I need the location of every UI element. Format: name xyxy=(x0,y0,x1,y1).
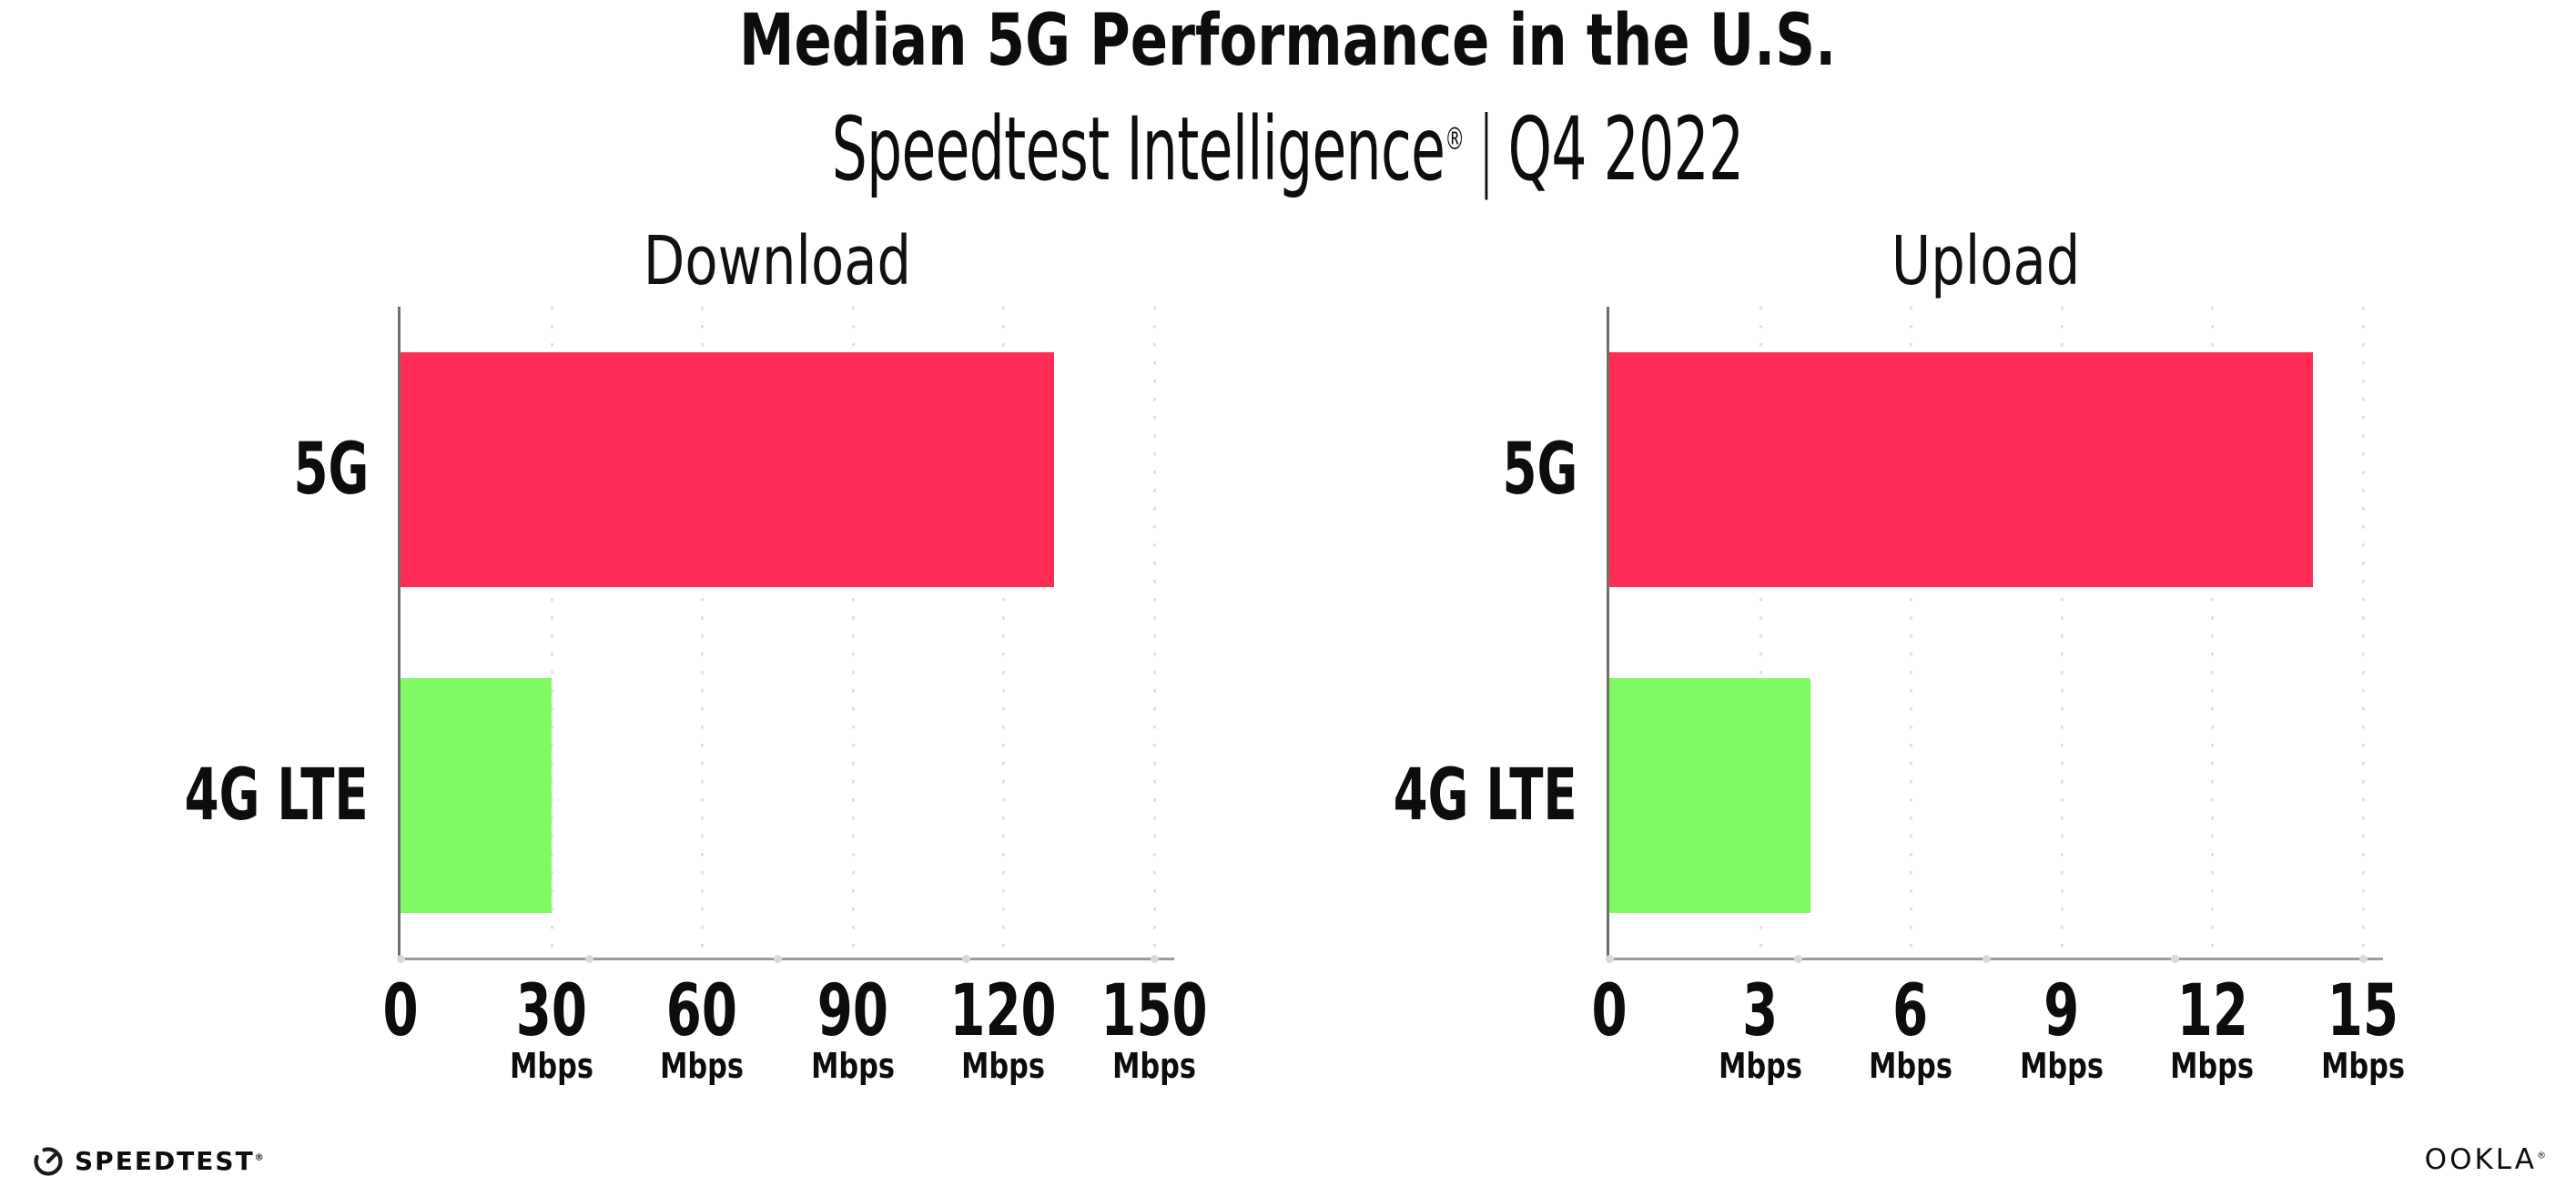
upload-category-label-5g: 5G xyxy=(1502,429,1577,511)
upload-category-label-4g-lte: 4G LTE xyxy=(1393,755,1577,837)
tick-label: 0 xyxy=(1591,970,1628,1052)
tick-label: 90 Mbps xyxy=(810,970,895,1086)
tick-label: 15 Mbps xyxy=(2321,970,2405,1086)
subtitle-brand: Speedtest Intelligence xyxy=(832,98,1445,200)
upload-x-tick-labels: 0 3 Mbps 6 Mbps 9 Mbps 12 Mbps 15 Mbps xyxy=(1591,970,2404,1094)
gridline xyxy=(1153,307,1156,958)
gridline xyxy=(2060,307,2064,958)
subtitle-divider: | xyxy=(1476,98,1496,200)
axis-tick-dot xyxy=(1151,955,1159,963)
page-subtitle: Speedtest Intelligence® | Q4 2022 xyxy=(0,106,2576,193)
download-chart-title: Download xyxy=(643,222,912,300)
speedtest-wordmark: SPEEDTEST® xyxy=(75,1146,266,1176)
gridline xyxy=(1910,307,1913,958)
gridline xyxy=(550,307,553,958)
download-x-axis xyxy=(398,958,1174,960)
ookla-wordmark: OOKLA® xyxy=(2424,1142,2549,1176)
bar-4g-lte-upload xyxy=(1609,678,1810,913)
registered-mark-icon: ® xyxy=(1445,121,1465,157)
gridline xyxy=(851,307,855,958)
tick-label: 6 Mbps xyxy=(1869,970,1953,1086)
axis-tick-dot xyxy=(397,955,405,963)
axis-tick-dot xyxy=(585,955,593,963)
tick-label: 30 Mbps xyxy=(509,970,593,1086)
tick-label: 9 Mbps xyxy=(2019,970,2104,1086)
tick-label: 60 Mbps xyxy=(660,970,745,1086)
tick-label: 120 Mbps xyxy=(949,970,1058,1086)
download-y-axis xyxy=(398,307,401,961)
bar-5g-download xyxy=(401,352,1054,587)
axis-tick-dot xyxy=(2171,955,2179,963)
upload-chart-title: Upload xyxy=(1891,222,2081,300)
gridline xyxy=(2211,307,2215,958)
registered-mark-icon: ® xyxy=(254,1152,266,1163)
tick-label: 12 Mbps xyxy=(2170,970,2255,1086)
gridline xyxy=(2362,307,2365,958)
axis-tick-dot xyxy=(962,955,970,963)
bar-4g-lte-download xyxy=(401,678,552,913)
tick-label: 0 xyxy=(382,970,419,1052)
gridline xyxy=(701,307,705,958)
axis-tick-dot xyxy=(1794,955,1802,963)
download-category-label-4g-lte: 4G LTE xyxy=(184,755,369,837)
ookla-logo: OOKLA® xyxy=(2425,1143,2549,1176)
subtitle-period: Q4 2022 xyxy=(1508,98,1745,200)
tick-label: 3 Mbps xyxy=(1718,970,1802,1086)
upload-y-axis xyxy=(1607,307,1609,961)
gridline xyxy=(1759,307,1762,958)
registered-mark-icon: ® xyxy=(2537,1151,2549,1161)
axis-tick-dot xyxy=(1983,955,1991,963)
page-title: Median 5G Performance in the U.S. xyxy=(0,5,2576,76)
axis-tick-dot xyxy=(1606,955,1614,963)
download-x-tick-labels: 0 30 Mbps 60 Mbps 90 Mbps 120 Mbps 150 M… xyxy=(382,970,1207,1094)
tick-label: 150 Mbps xyxy=(1100,970,1208,1086)
speedtest-logo: SPEEDTEST® xyxy=(33,1145,266,1178)
download-plot-area xyxy=(397,307,1159,963)
axis-tick-dot xyxy=(2359,955,2368,963)
bar-5g-upload xyxy=(1609,352,2313,587)
page-title-text: Median 5G Performance in the U.S. xyxy=(739,0,1837,82)
gridline xyxy=(1002,307,1006,958)
upload-plot-area xyxy=(1606,307,2368,963)
download-category-label-5g: 5G xyxy=(293,429,369,511)
speedtest-gauge-icon xyxy=(33,1146,64,1177)
axis-tick-dot xyxy=(774,955,782,963)
upload-x-axis xyxy=(1607,958,2383,960)
